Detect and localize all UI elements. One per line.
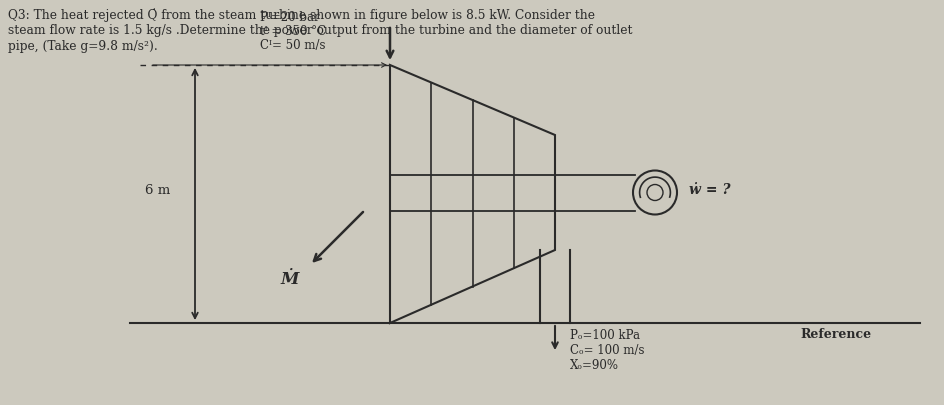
Text: 6 m: 6 m	[144, 183, 170, 196]
Text: Reference: Reference	[800, 327, 870, 340]
Text: Cₒ= 100 m/s: Cₒ= 100 m/s	[569, 343, 644, 356]
Text: ẇ = ?: ẇ = ?	[688, 182, 730, 196]
Text: pipe, (Take g=9.8 m/s²).: pipe, (Take g=9.8 m/s²).	[8, 40, 158, 53]
Text: steam flow rate is 1.5 kg/s .Determine the power output from the turbine and the: steam flow rate is 1.5 kg/s .Determine t…	[8, 24, 632, 37]
Text: Q3: The heat rejected Q̇ from the steam turbine shown in figure below is 8.5 kW.: Q3: The heat rejected Q̇ from the steam …	[8, 8, 595, 22]
Text: Cᴵ= 50 m/s: Cᴵ= 50 m/s	[260, 39, 325, 52]
Text: Ṁ: Ṁ	[279, 270, 298, 287]
Text: tᴵ = 350 °C: tᴵ = 350 °C	[260, 25, 326, 38]
Text: Pₒ=100 kPa: Pₒ=100 kPa	[569, 328, 639, 341]
Text: Pᴵ=20 bar: Pᴵ=20 bar	[260, 11, 319, 24]
Text: Xₒ=90%: Xₒ=90%	[569, 358, 618, 371]
